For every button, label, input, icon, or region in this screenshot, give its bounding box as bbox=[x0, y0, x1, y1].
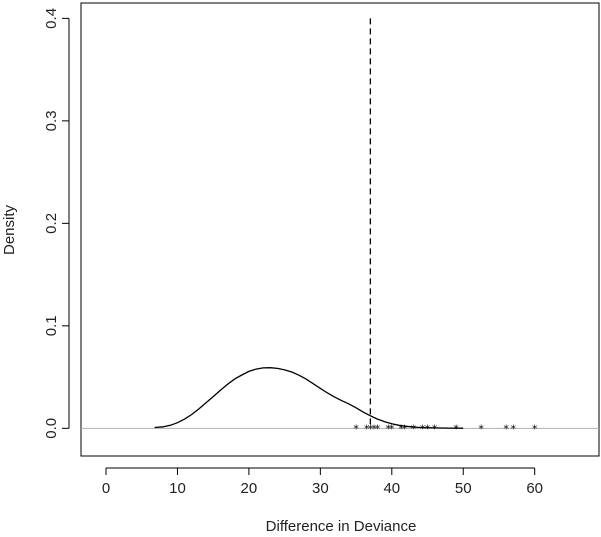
rug-point: * bbox=[389, 422, 395, 435]
rug-point: * bbox=[420, 422, 426, 435]
rug-point: * bbox=[398, 422, 404, 435]
plot-frame bbox=[80, 2, 600, 457]
rug-point: * bbox=[478, 422, 484, 435]
y-axis: 0.0 0.1 0.2 0.3 0.4 bbox=[43, 8, 70, 439]
y-tick-label: 0.0 bbox=[43, 418, 60, 439]
rug-point: * bbox=[353, 422, 359, 435]
x-tick-label: 30 bbox=[312, 480, 329, 497]
y-tick-label: 0.2 bbox=[43, 213, 60, 234]
x-axis-title: Difference in Deviance bbox=[266, 518, 417, 535]
y-tick-label: 0.4 bbox=[43, 8, 60, 29]
rug-point: * bbox=[368, 422, 374, 435]
rug-point: * bbox=[453, 422, 459, 435]
x-tick-label: 0 bbox=[102, 480, 110, 497]
rug-point: * bbox=[364, 422, 370, 435]
y-axis-title: Density bbox=[1, 204, 18, 255]
y-tick-label: 0.3 bbox=[43, 110, 60, 131]
rug-point: * bbox=[402, 422, 408, 435]
rug-point: * bbox=[375, 422, 381, 435]
rug-point: * bbox=[432, 422, 438, 435]
rug-point: * bbox=[511, 422, 517, 435]
rug-point: * bbox=[371, 422, 377, 435]
rug-point: * bbox=[532, 422, 538, 435]
y-tick-label: 0.1 bbox=[43, 315, 60, 336]
rug-point: * bbox=[503, 422, 509, 435]
density-curve bbox=[154, 367, 464, 429]
x-tick-label: 10 bbox=[169, 480, 186, 497]
x-tick-label: 50 bbox=[455, 480, 472, 497]
rug-point: * bbox=[385, 422, 391, 435]
x-axis: 0 10 20 30 40 50 60 bbox=[102, 467, 543, 497]
x-tick-label: 60 bbox=[526, 480, 543, 497]
rug-points: * **** ** ** * * * * * * * * * bbox=[353, 422, 538, 435]
rug-point: * bbox=[425, 422, 431, 435]
x-tick-label: 40 bbox=[383, 480, 400, 497]
x-tick-label: 20 bbox=[241, 480, 258, 497]
rug-point: * bbox=[410, 422, 416, 435]
